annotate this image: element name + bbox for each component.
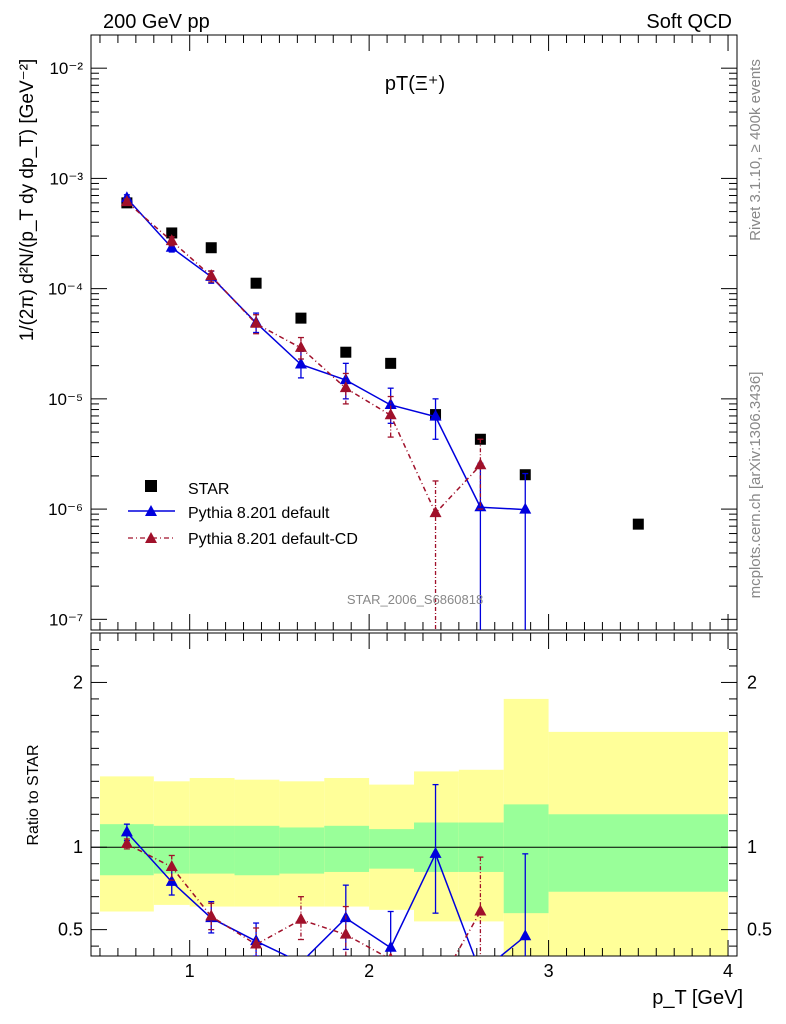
uncertainty-bands	[91, 698, 737, 956]
data-point-triangle	[384, 408, 397, 420]
header-right-label: Soft QCD	[646, 11, 732, 33]
rivet-version-label: Rivet 3.1.10, ≥ 400k events	[747, 59, 764, 241]
inner-band-bin	[369, 829, 414, 869]
data-point-triangle	[429, 409, 442, 421]
data-point-square	[166, 227, 178, 239]
data-point-triangle	[429, 846, 442, 858]
y-tick-label: 10⁻⁵	[48, 390, 83, 409]
ratio-y-tick-label-right: 2	[747, 672, 757, 692]
data-point-triangle	[384, 940, 397, 952]
y-tick-label: 10⁻⁴	[48, 280, 83, 299]
main-series	[120, 191, 644, 630]
y-tick-label: 10⁻²	[49, 59, 83, 78]
data-point-triangle	[294, 340, 307, 352]
data-point-triangle	[165, 234, 178, 246]
mcplots-source-label: mcplots.cern.ch [arXiv:1306.3436]	[747, 372, 764, 599]
data-point-triangle	[250, 316, 263, 328]
x-tick-label: 1	[185, 961, 195, 981]
chart-title: pT(Ξ⁺)	[385, 73, 445, 95]
data-point-square	[632, 518, 644, 530]
data-point-square	[340, 346, 352, 358]
ratio-y-axis-title: Ratio to STAR	[25, 744, 42, 845]
data-point-triangle	[120, 836, 133, 848]
data-point-triangle	[294, 357, 307, 369]
inner-band-bin	[279, 827, 325, 874]
legend-marker-cd	[145, 532, 157, 543]
legend-marker-default	[145, 505, 157, 516]
data-point-triangle	[120, 195, 133, 207]
analysis-watermark: STAR_2006_S6860818	[347, 592, 483, 607]
x-tick-label: 2	[364, 961, 374, 981]
data-point-triangle	[430, 984, 442, 995]
data-point-triangle	[165, 860, 178, 872]
data-point-triangle	[205, 269, 218, 281]
legend: STAR Pythia 8.201 default Pythia 8.201 d…	[128, 480, 358, 548]
axes-ticks: 10⁻⁷ 10⁻⁶ 10⁻⁵ 10⁻⁴ 10⁻³ 10⁻² 1 2 3 4 0.5 0.5 1 1 2 2	[48, 34, 772, 981]
data-point-triangle	[519, 502, 532, 514]
inner-band-bin	[234, 825, 280, 876]
ratio-plot-frame	[90, 632, 738, 957]
data-point-triangle	[474, 904, 487, 916]
legend-marker-star	[145, 480, 157, 492]
data-point-triangle	[339, 927, 352, 939]
data-point-triangle	[474, 965, 486, 976]
inner-band-bin	[324, 825, 370, 872]
inner-band-bin	[548, 814, 729, 892]
y-tick-label: 10⁻⁶	[48, 500, 83, 519]
data-point-triangle	[339, 381, 352, 393]
inner-band-bin	[503, 804, 549, 914]
data-point-triangle	[250, 937, 263, 949]
y-tick-label: 10⁻⁷	[49, 610, 83, 629]
data-point-triangle	[205, 909, 218, 921]
series-line-2	[126, 201, 481, 515]
main-y-axis-title: 1/(2π) d²N/(p_T dy dp_T) [GeV⁻²]	[17, 59, 38, 342]
x-axis-title: p_T [GeV]	[652, 987, 743, 1009]
series-line-0	[126, 831, 526, 956]
x-tick-label: 4	[723, 961, 733, 981]
data-point-triangle	[474, 458, 487, 470]
data-point-triangle	[388, 952, 393, 956]
legend-label-default: Pythia 8.201 default	[188, 505, 330, 522]
data-point-square	[385, 357, 397, 369]
legend-label-cd: Pythia 8.201 default-CD	[188, 531, 358, 548]
x-tick-label: 3	[544, 961, 554, 981]
y-tick-label: 10⁻³	[49, 169, 83, 188]
series-line-1	[126, 197, 526, 511]
data-point-triangle	[294, 912, 307, 924]
ratio-y-tick-label-right: 1	[747, 837, 757, 857]
data-point-triangle	[339, 373, 352, 385]
data-point-triangle	[120, 825, 133, 837]
ratio-series	[120, 783, 532, 995]
ratio-y-tick-label: 2	[73, 672, 83, 692]
ratio-y-tick-label-right: 0.5	[747, 920, 772, 940]
data-point-triangle	[300, 955, 302, 956]
ratio-y-tick-label: 1	[73, 837, 83, 857]
data-point-triangle	[519, 929, 532, 941]
data-point-square	[250, 277, 262, 289]
header-left-label: 200 GeV pp	[103, 11, 210, 33]
legend-label-star: STAR	[188, 481, 229, 498]
inner-band-bin	[189, 825, 235, 874]
data-point-triangle	[429, 506, 442, 518]
ratio-y-tick-label: 0.5	[58, 920, 83, 940]
data-point-square	[295, 312, 307, 324]
data-point-square	[205, 242, 217, 254]
